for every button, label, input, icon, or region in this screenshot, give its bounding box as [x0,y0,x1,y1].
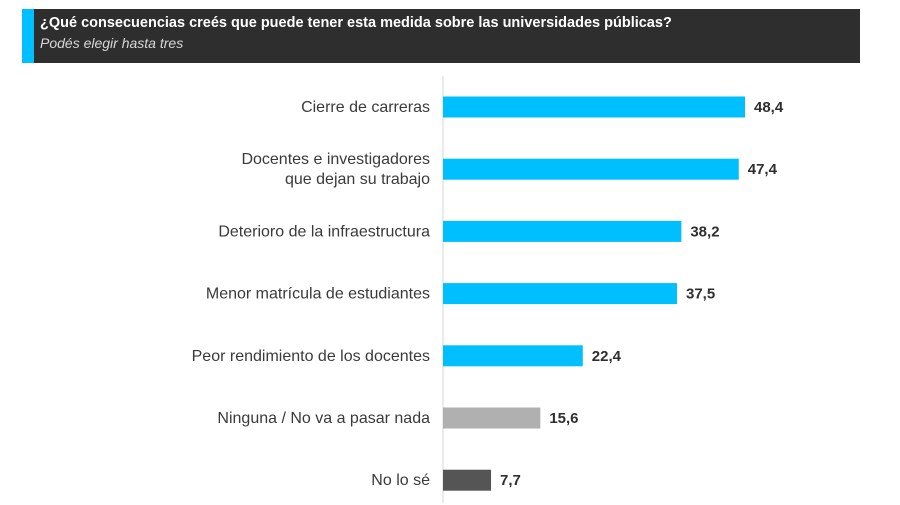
category-label-1: Cierre de carreras [301,99,430,116]
bar-7 [443,469,492,491]
category-label-6: Ninguna / No va a pasar nada [217,410,430,427]
value-label-5: 22,4 [592,348,622,365]
bar-6 [443,407,541,429]
value-label-2: 47,4 [748,161,778,178]
category-label-3: Deterioro de la infraestructura [218,223,430,240]
chart-header: ¿Qué consecuencias creés que puede tener… [22,9,860,63]
bar-5 [443,345,583,367]
value-label-3: 38,2 [690,223,719,240]
bar-2 [443,158,739,180]
category-label-4: Menor matrícula de estudiantes [206,286,430,303]
value-label-1: 48,4 [754,99,784,116]
bar-1 [443,96,745,118]
category-label-5: Peor rendimiento de los docentes [192,348,430,365]
value-label-4: 37,5 [686,286,715,303]
chart-title: ¿Qué consecuencias creés que puede tener… [40,15,672,31]
chart-subtitle: Podés elegir hasta tres [40,35,184,51]
category-label-7: No lo sé [371,472,430,489]
bar-4 [443,283,677,305]
value-label-7: 7,7 [500,472,521,489]
value-label-6: 15,6 [549,410,578,427]
bar-3 [443,220,682,242]
category-label-2: Docentes e investigadores que dejan su tr… [241,151,430,188]
header-accent-bar [22,9,34,63]
